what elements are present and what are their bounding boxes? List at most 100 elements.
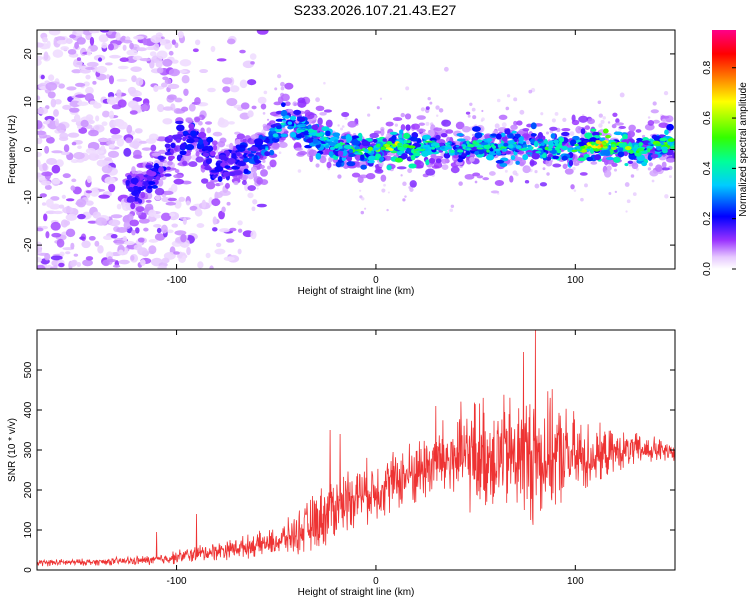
speckle <box>597 100 602 105</box>
ridge-blob <box>217 175 223 183</box>
ridge-blob <box>506 128 511 136</box>
ridge-blob <box>148 181 156 185</box>
speckle <box>274 87 278 91</box>
noise-blob <box>45 198 54 208</box>
ridge-blob <box>495 133 502 140</box>
noise-blob <box>146 192 153 200</box>
speckle <box>472 115 477 120</box>
ridge-core <box>656 146 662 151</box>
ridge-core <box>281 119 287 122</box>
speckle <box>263 90 268 95</box>
noise-blob <box>207 87 216 93</box>
noise-blob <box>73 152 85 160</box>
ridge-core <box>455 145 460 148</box>
noise-blob <box>239 79 248 89</box>
noise-blob <box>101 164 113 174</box>
speckle <box>562 117 567 122</box>
ridge-core <box>589 141 593 144</box>
ridge-blob <box>254 138 263 145</box>
ridge-blob <box>422 134 432 140</box>
halo-blob <box>359 174 368 179</box>
ridge-blob <box>253 154 259 162</box>
noise-blob <box>171 39 176 45</box>
noise-blob <box>92 80 97 85</box>
ridge-blob <box>605 157 615 161</box>
noise-blob <box>117 99 127 108</box>
ridge-blob <box>311 138 319 144</box>
halo-blob <box>612 112 618 117</box>
ridge-core <box>602 142 607 146</box>
ridge-core <box>271 137 276 142</box>
noise-blob <box>194 97 201 105</box>
speckle <box>361 197 365 201</box>
ridge-blob <box>429 158 436 164</box>
speckle <box>425 121 430 126</box>
noise-blob <box>69 100 81 108</box>
noise-blob <box>131 229 136 236</box>
halo-blob <box>411 123 420 130</box>
ridge-core <box>522 147 530 150</box>
speckle <box>554 111 559 116</box>
noise-blob <box>66 86 77 91</box>
ridge-blob <box>421 150 429 157</box>
ridge-core <box>576 145 581 150</box>
noise-blob <box>62 104 72 110</box>
ridge-core <box>430 146 436 150</box>
speckle <box>449 208 454 212</box>
ridge-blob <box>456 138 466 142</box>
ridge-core <box>669 146 675 149</box>
ridge-blob <box>511 130 517 134</box>
noise-blob <box>69 107 80 113</box>
noise-blob <box>108 54 121 59</box>
halo-blob <box>649 170 659 177</box>
noise-blob <box>65 198 75 202</box>
noise-blob <box>84 93 95 102</box>
speckle <box>525 140 530 145</box>
noise-blob <box>51 164 61 174</box>
noise-blob <box>159 38 166 46</box>
ridge-blob <box>197 131 207 139</box>
ridge-core <box>445 144 452 148</box>
noise-blob <box>42 162 48 171</box>
ridge-blob <box>474 132 483 139</box>
halo-blob <box>549 126 558 131</box>
ridge-blob <box>321 126 330 132</box>
ridge-core <box>326 139 333 142</box>
noise-blob <box>81 240 91 249</box>
ridge-blob <box>360 154 365 161</box>
ridge-blob <box>275 118 285 122</box>
noise-blob <box>186 246 191 256</box>
speckle <box>337 124 340 127</box>
speckle <box>628 164 632 167</box>
ridge-blob <box>127 187 135 193</box>
ridge-core <box>297 129 305 133</box>
colorbar-tick-label: 0.0 <box>702 262 713 276</box>
speckle <box>458 181 463 186</box>
ridge-blob <box>440 133 448 138</box>
ridge-blob <box>435 134 441 140</box>
halo-blob <box>323 109 333 113</box>
noise-blob <box>180 234 187 243</box>
halo-blob <box>212 131 223 137</box>
noise-blob <box>37 95 41 101</box>
ridge-blob <box>391 135 397 141</box>
ridge-core <box>633 144 639 149</box>
noise-blob <box>173 178 185 185</box>
noise-blob <box>37 247 42 253</box>
ridge-blob <box>347 153 356 158</box>
halo-blob <box>665 158 675 163</box>
halo-blob <box>561 127 571 132</box>
noise-blob <box>185 200 191 206</box>
noise-blob <box>76 198 87 208</box>
speckle <box>376 106 380 110</box>
noise-blob <box>131 75 137 83</box>
speckle <box>471 133 475 137</box>
ridge-blob <box>533 140 539 148</box>
ridge-blob <box>627 160 634 164</box>
ridge-blob <box>296 133 303 139</box>
noise-blob <box>130 66 142 72</box>
speckle <box>506 94 511 98</box>
ridge-blob <box>164 143 171 149</box>
ridge-blob <box>168 134 173 139</box>
ridge-blob <box>130 177 139 185</box>
